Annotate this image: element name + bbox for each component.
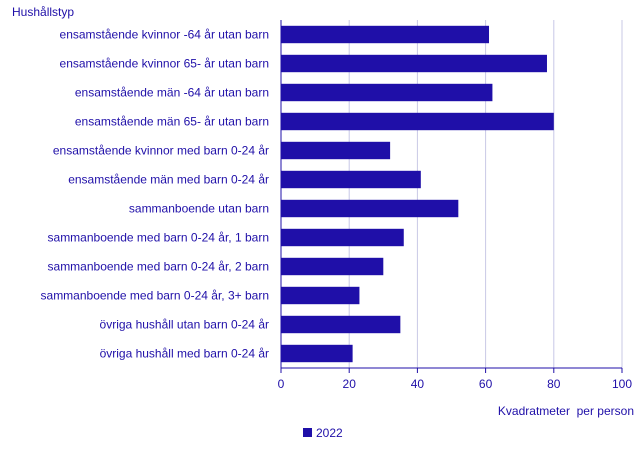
category-label: övriga hushåll utan barn 0-24 år <box>100 318 269 332</box>
bar <box>281 83 493 102</box>
category-label: ensamstående kvinnor med barn 0-24 år <box>53 144 269 158</box>
legend-swatch <box>303 428 312 437</box>
grid-lines <box>348 20 623 368</box>
bar <box>281 141 391 160</box>
category-label: ensamstående kvinnor 65- år utan barn <box>60 57 269 71</box>
bar <box>281 228 404 247</box>
bar <box>281 112 554 131</box>
value-axis-title: Kvadratmeter per person <box>498 404 634 418</box>
category-labels: ensamstående kvinnor -64 år utan barn ens… <box>41 28 269 361</box>
tick-label: 20 <box>343 377 357 391</box>
category-label: ensamstående män med barn 0-24 år <box>68 173 269 187</box>
bar <box>281 257 384 276</box>
bars <box>281 25 554 363</box>
category-label: ensamstående män -64 år utan barn <box>75 86 269 100</box>
bar <box>281 54 547 73</box>
bar <box>281 170 421 189</box>
bar <box>281 25 490 44</box>
legend-label: 2022 <box>316 426 343 440</box>
tick-label: 80 <box>547 377 561 391</box>
category-label: övriga hushåll med barn 0-24 år <box>100 347 269 361</box>
category-label: ensamstående kvinnor -64 år utan barn <box>60 28 269 42</box>
bar <box>281 199 459 218</box>
tick-label: 100 <box>612 377 632 391</box>
tick-label: 40 <box>411 377 425 391</box>
tick-label: 60 <box>479 377 493 391</box>
bar <box>281 344 353 363</box>
bar <box>281 315 401 334</box>
value-axis-ticks: 0 20 40 60 80 100 <box>278 368 632 391</box>
category-label: ensamstående män 65- år utan barn <box>75 115 269 129</box>
category-label: sammanboende med barn 0-24 år, 3+ barn <box>41 289 269 303</box>
tick-label: 0 <box>278 377 285 391</box>
category-axis-title: Hushållstyp <box>12 5 74 19</box>
category-label: sammanboende med barn 0-24 år, 1 barn <box>48 231 269 245</box>
bar <box>281 286 360 305</box>
legend: 2022 <box>303 426 343 440</box>
category-label: sammanboende med barn 0-24 år, 2 barn <box>48 260 269 274</box>
category-label: sammanboende utan barn <box>129 202 269 216</box>
